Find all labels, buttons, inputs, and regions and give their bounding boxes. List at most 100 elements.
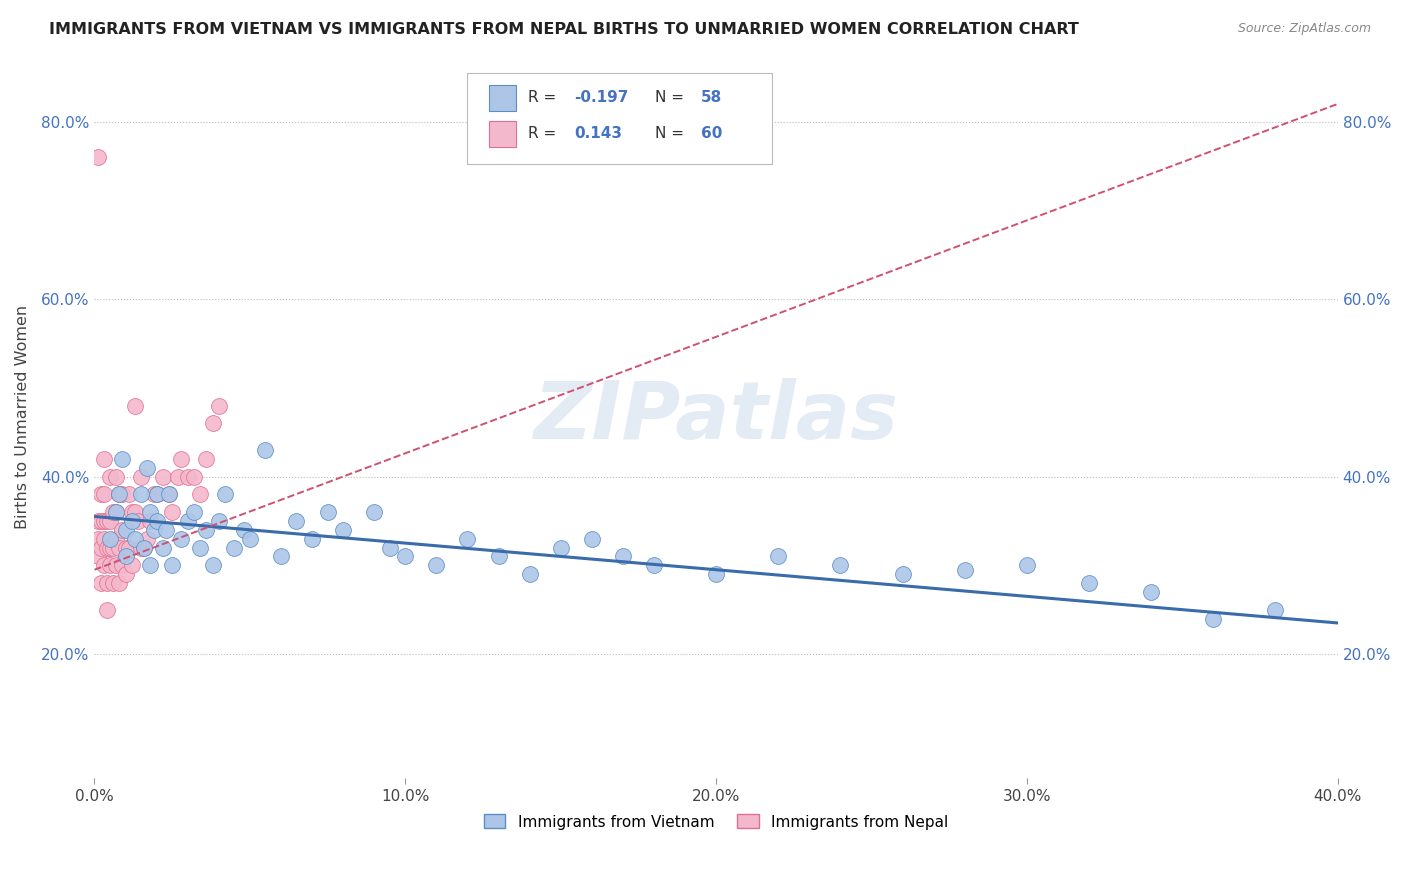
Point <box>96 541 118 555</box>
Point <box>98 469 121 483</box>
Point <box>98 558 121 573</box>
Point <box>114 541 136 555</box>
Point <box>157 487 180 501</box>
Point <box>105 469 128 483</box>
Point <box>224 541 246 555</box>
Point <box>98 514 121 528</box>
Point <box>643 558 665 573</box>
Point <box>93 487 115 501</box>
Point <box>254 442 277 457</box>
Point <box>363 505 385 519</box>
FancyBboxPatch shape <box>488 121 516 147</box>
Point <box>136 460 159 475</box>
Point <box>394 549 416 564</box>
Point <box>155 523 177 537</box>
Point <box>105 558 128 573</box>
Point <box>612 549 634 564</box>
Point <box>152 541 174 555</box>
Point <box>214 487 236 501</box>
Point <box>425 558 447 573</box>
Point <box>316 505 339 519</box>
Point <box>270 549 292 564</box>
Point <box>134 541 156 555</box>
Point <box>170 451 193 466</box>
FancyBboxPatch shape <box>488 85 516 111</box>
Point <box>98 541 121 555</box>
Point <box>188 541 211 555</box>
Point <box>188 487 211 501</box>
Point <box>581 532 603 546</box>
Point <box>93 558 115 573</box>
Point <box>201 417 224 431</box>
Point <box>208 399 231 413</box>
Point <box>456 532 478 546</box>
Point <box>1264 602 1286 616</box>
Point <box>157 487 180 501</box>
Point <box>145 487 167 501</box>
Point <box>90 514 112 528</box>
Point <box>121 558 143 573</box>
Text: R =: R = <box>529 127 567 142</box>
Point <box>101 505 124 519</box>
Text: ZIPatlas: ZIPatlas <box>533 377 898 456</box>
Point <box>208 514 231 528</box>
Point <box>183 505 205 519</box>
Point <box>301 532 323 546</box>
Point <box>239 532 262 546</box>
Point <box>114 549 136 564</box>
Y-axis label: Births to Unmarried Women: Births to Unmarried Women <box>15 305 30 529</box>
Point <box>129 487 152 501</box>
Point <box>167 469 190 483</box>
Point <box>86 532 108 546</box>
Point <box>93 514 115 528</box>
Point <box>195 451 218 466</box>
Point <box>766 549 789 564</box>
Point <box>139 505 162 519</box>
Point <box>145 487 167 501</box>
Point <box>152 469 174 483</box>
Point <box>111 558 134 573</box>
Point <box>129 469 152 483</box>
Point <box>86 549 108 564</box>
Point <box>105 505 128 519</box>
Text: R =: R = <box>529 90 561 105</box>
Point <box>177 514 200 528</box>
Point <box>121 514 143 528</box>
Point <box>488 549 510 564</box>
Text: Source: ZipAtlas.com: Source: ZipAtlas.com <box>1237 22 1371 36</box>
Point <box>195 523 218 537</box>
Point <box>183 469 205 483</box>
Point <box>142 487 165 501</box>
Point <box>136 532 159 546</box>
Point <box>118 541 141 555</box>
Point <box>101 541 124 555</box>
Point <box>93 532 115 546</box>
Point <box>201 558 224 573</box>
Point <box>108 487 131 501</box>
Point <box>830 558 852 573</box>
Text: 58: 58 <box>702 90 723 105</box>
Point <box>142 523 165 537</box>
Point <box>519 567 541 582</box>
Point <box>98 532 121 546</box>
Point <box>953 563 976 577</box>
FancyBboxPatch shape <box>467 73 772 163</box>
Point <box>108 487 131 501</box>
Point <box>108 576 131 591</box>
Point <box>232 523 254 537</box>
Point <box>550 541 572 555</box>
Point <box>124 532 146 546</box>
Point <box>145 514 167 528</box>
Text: N =: N = <box>655 127 689 142</box>
Point <box>93 451 115 466</box>
Point <box>332 523 354 537</box>
Point <box>90 576 112 591</box>
Text: IMMIGRANTS FROM VIETNAM VS IMMIGRANTS FROM NEPAL BIRTHS TO UNMARRIED WOMEN CORRE: IMMIGRANTS FROM VIETNAM VS IMMIGRANTS FR… <box>49 22 1078 37</box>
Point <box>1140 585 1163 599</box>
Point <box>105 532 128 546</box>
Point <box>96 576 118 591</box>
Point <box>139 514 162 528</box>
Text: 60: 60 <box>702 127 723 142</box>
Point <box>134 541 156 555</box>
Point <box>378 541 401 555</box>
